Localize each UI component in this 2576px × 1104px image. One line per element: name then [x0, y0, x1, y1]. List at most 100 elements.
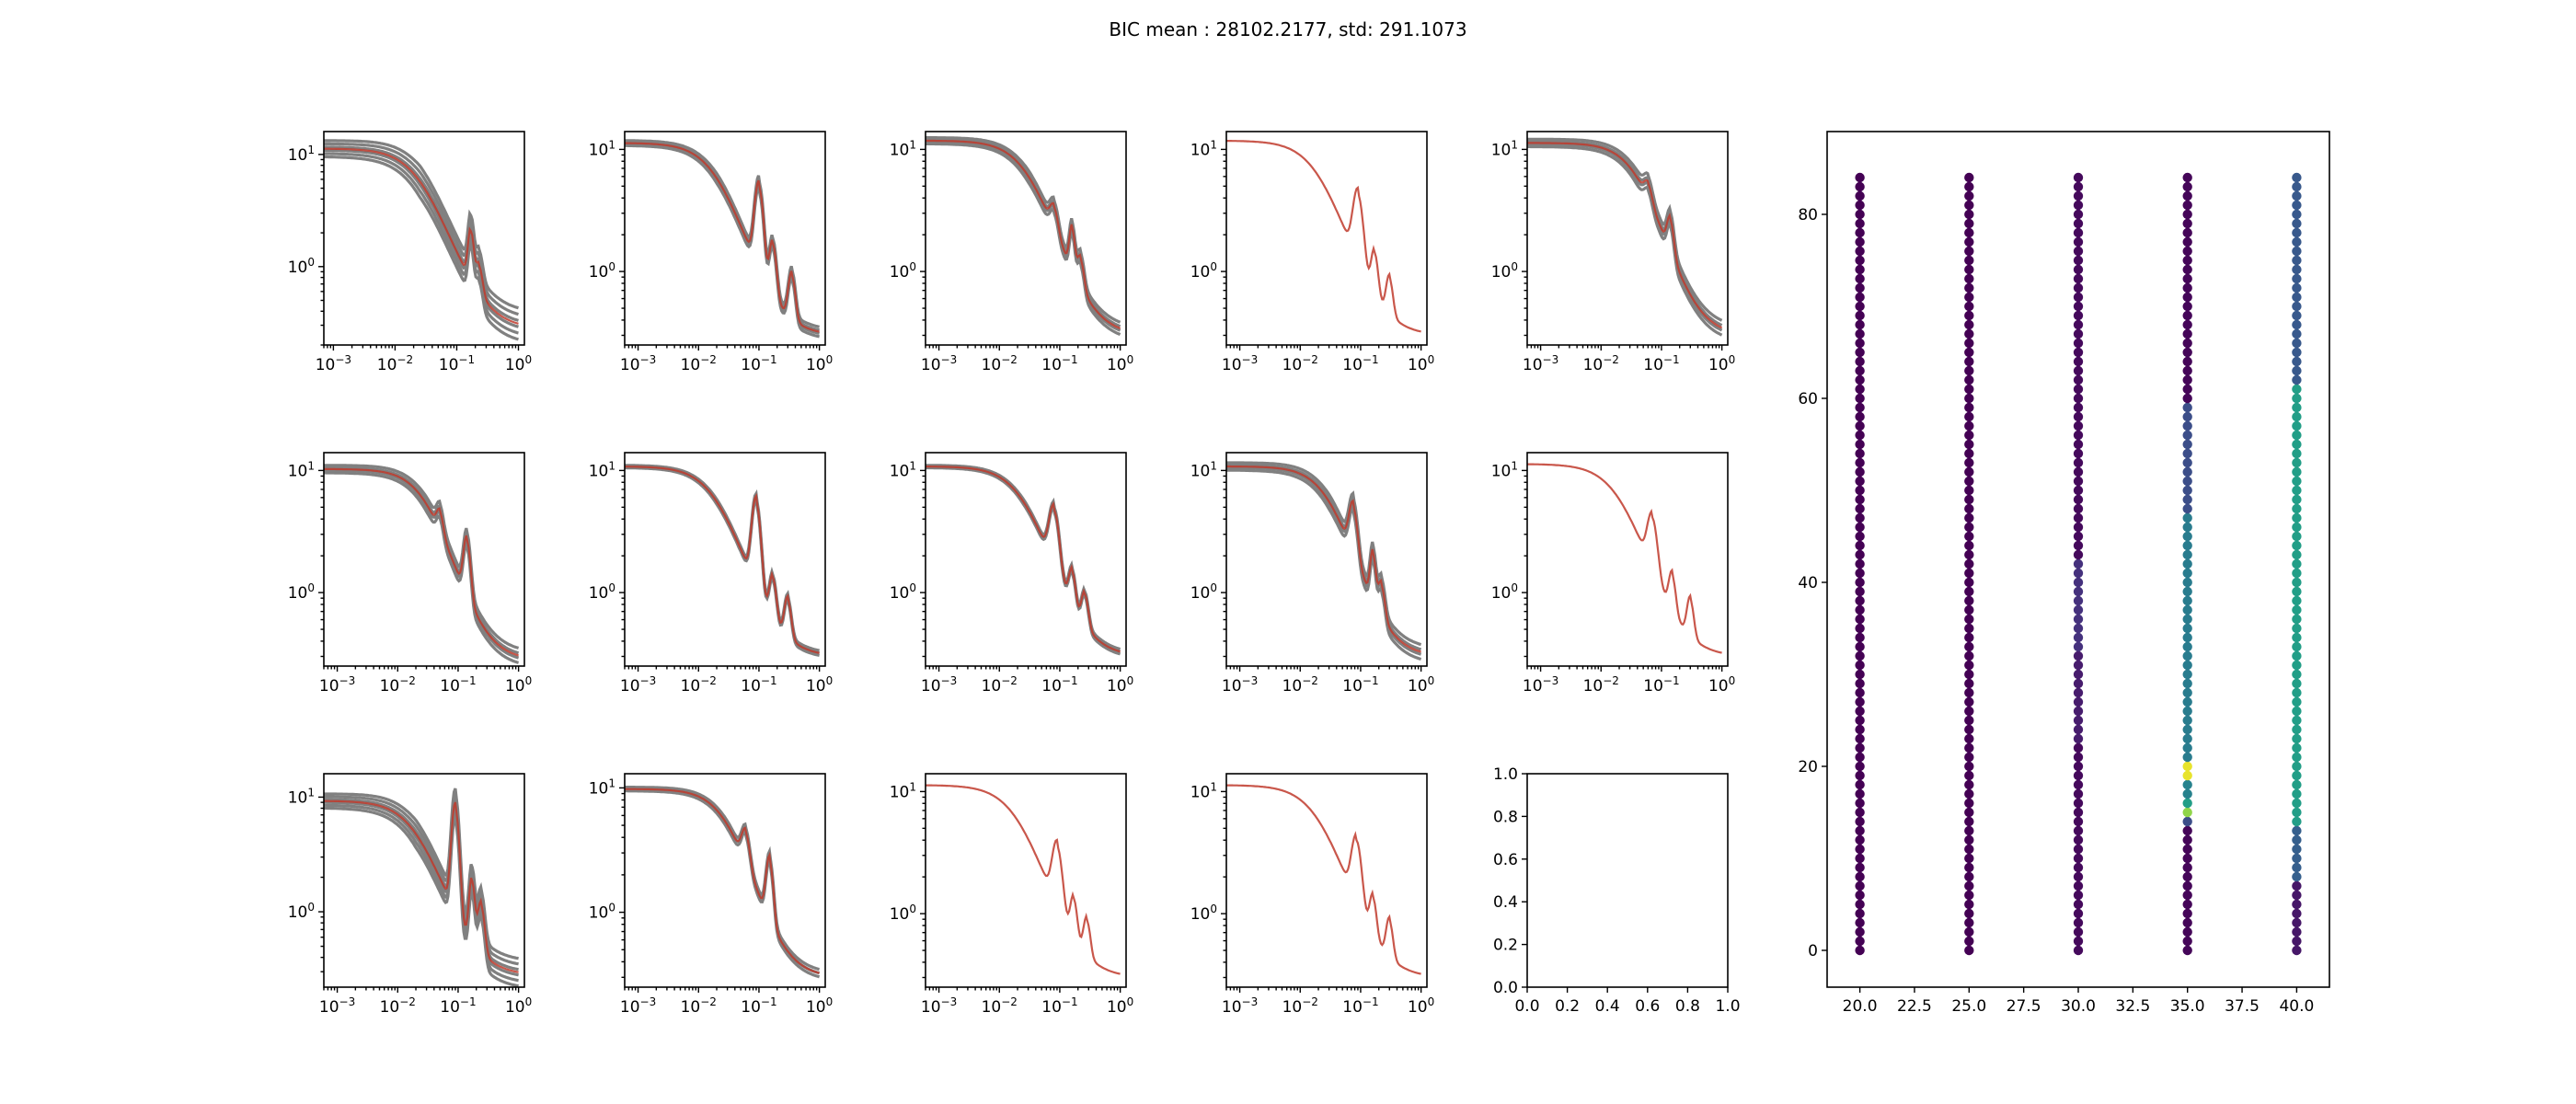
scatter-point: [1964, 890, 1974, 901]
scatter-point: [2292, 604, 2302, 615]
scatter-point: [1855, 788, 1865, 799]
scatter-point: [1855, 218, 1865, 229]
x-tick-label: 10−2: [1282, 995, 1318, 1017]
scatter-point: [2073, 218, 2084, 229]
scatter-point: [2182, 218, 2192, 229]
y-tick-label: 20: [1798, 758, 1818, 776]
x-tick-label: 10−3: [620, 674, 656, 696]
scatter-point: [2073, 466, 2084, 477]
scatter-point: [2182, 338, 2192, 349]
scatter-point: [2073, 338, 2084, 349]
scatter-point: [2182, 282, 2192, 293]
scatter-point: [2073, 494, 2084, 505]
scatter-point: [1855, 871, 1865, 882]
scatter-point: [1855, 476, 1865, 487]
x-tick-label: 100: [505, 353, 532, 374]
mean-line: [625, 142, 820, 333]
subplot-r3c4: 10−3 10−2 10−1 100 100 101: [1190, 773, 1434, 1017]
scatter-point: [1855, 540, 1865, 551]
y-tick-label: 0.2: [1493, 937, 1518, 955]
y-tick-label: 0.6: [1493, 851, 1518, 869]
scatter-point: [1964, 393, 1974, 404]
scatter-point: [2182, 568, 2192, 579]
x-tick-label: 10−2: [681, 353, 717, 374]
scatter-point: [1964, 218, 1974, 229]
scatter-point: [2073, 273, 2084, 284]
subplot-r1c4: 10−3 10−2 10−1 100 100 101: [1190, 131, 1434, 374]
scatter-point: [1855, 577, 1865, 588]
scatter-point: [1964, 706, 1974, 717]
scatter-point: [2073, 871, 2084, 882]
scatter-point: [2292, 798, 2302, 809]
mean-line: [1527, 142, 1723, 329]
scatter-point: [2292, 816, 2302, 827]
scatter-point: [1964, 825, 1974, 836]
scatter-point: [2292, 448, 2302, 459]
scatter-point: [2073, 200, 2084, 211]
scatter-point: [2292, 899, 2302, 910]
scatter-point: [1964, 439, 1974, 450]
scatter-point: [1964, 347, 1974, 358]
scatter-point: [1964, 660, 1974, 671]
scatter-point: [2182, 926, 2192, 937]
x-tick-label: 10−3: [921, 353, 957, 374]
scatter-point: [1855, 825, 1865, 836]
y-tick-label: 0.4: [1493, 893, 1518, 912]
scatter-point: [1964, 227, 1974, 238]
x-tick-label: 30.0: [2061, 997, 2096, 1016]
y-tick-label: 0: [1808, 942, 1818, 960]
y-tick-label: 101: [288, 144, 315, 165]
scatter-point: [2182, 853, 2192, 864]
scatter-point: [1964, 430, 1974, 441]
sample-line: [1226, 461, 1422, 647]
scatter-point: [1855, 255, 1865, 266]
scatter-point: [1855, 402, 1865, 413]
scatter-point: [1964, 301, 1974, 312]
scatter-point: [1964, 402, 1974, 413]
scatter-point: [2073, 926, 2084, 937]
scatter-point: [1855, 568, 1865, 579]
scatter-point: [2292, 319, 2302, 330]
scatter-point: [1855, 687, 1865, 698]
sample-line: [625, 785, 820, 972]
scatter-point: [2073, 945, 2084, 956]
sample-line: [625, 466, 820, 657]
scatter-point: [1964, 319, 1974, 330]
scatter-point: [1855, 457, 1865, 468]
x-tick-label: 10−3: [921, 674, 957, 696]
sample-line: [625, 142, 820, 335]
scatter-point: [2182, 724, 2192, 735]
scatter-point: [1964, 752, 1974, 763]
axes-frame: [624, 131, 826, 346]
scatter-point: [1964, 899, 1974, 910]
scatter-point: [2073, 761, 2084, 772]
scatter-point: [1964, 448, 1974, 459]
scatter-point: [2073, 420, 2084, 431]
subplot-r3c5: 0.0 0.2 0.4 0.6 0.8 1.0 0.0 0.2 0.4 0.6 0.8 1.0: [1493, 765, 1741, 1016]
scatter-point: [2292, 936, 2302, 947]
x-tick-label: 10−1: [439, 353, 475, 374]
y-tick-label: 0.8: [1493, 808, 1518, 826]
scatter-point: [2182, 430, 2192, 441]
scatter-point: [2073, 715, 2084, 726]
scatter-point: [1855, 890, 1865, 901]
scatter-point: [1855, 494, 1865, 505]
scatter-point: [2073, 724, 2084, 735]
sample-line: [625, 141, 820, 332]
scatter-point: [2182, 614, 2192, 625]
x-tick-label: 100: [806, 995, 833, 1017]
axes-frame: [1826, 131, 2330, 988]
scatter-point: [2182, 181, 2192, 192]
x-tick-label: 0.6: [1635, 997, 1660, 1016]
scatter-point: [1855, 650, 1865, 661]
scatter-point: [2182, 531, 2192, 542]
scatter-point: [2182, 623, 2192, 634]
scatter-point: [1855, 264, 1865, 275]
x-tick-label: 32.5: [2115, 997, 2150, 1016]
scatter-point: [2182, 558, 2192, 569]
x-tick-label: 100: [1107, 995, 1133, 1017]
x-tick-label: 10−1: [1643, 674, 1679, 696]
x-tick-label: 10−3: [319, 674, 355, 696]
y-tick-label: 100: [890, 903, 916, 924]
scatter-point: [2182, 457, 2192, 468]
